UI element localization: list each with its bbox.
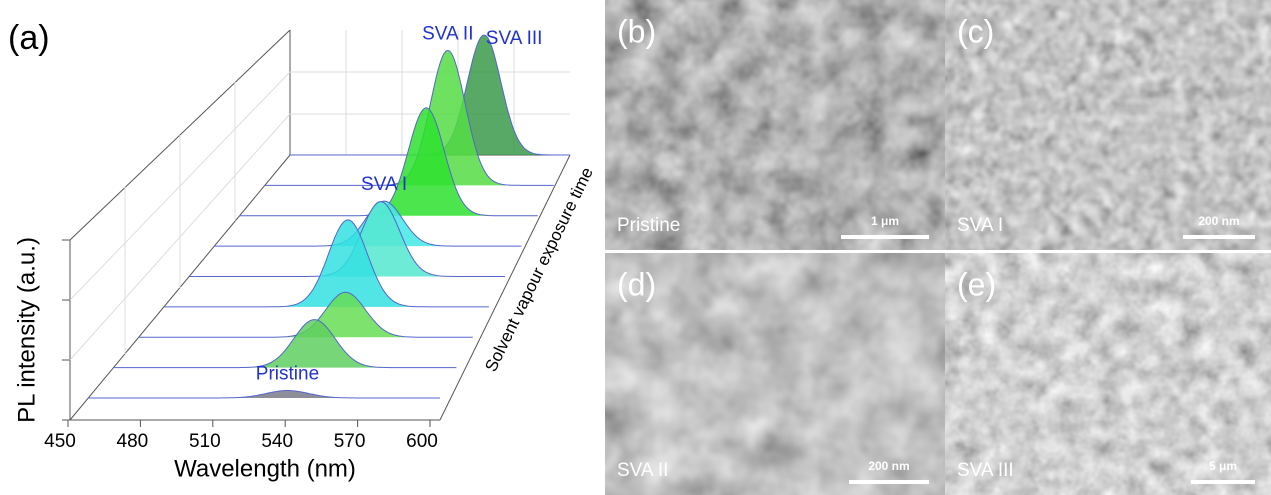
x-tick-label: 450 bbox=[44, 431, 76, 452]
panel-label: (d) bbox=[617, 266, 656, 302]
baseline bbox=[214, 200, 522, 247]
panel-label: (e) bbox=[957, 266, 996, 302]
sem-image bbox=[605, 0, 945, 250]
baseline bbox=[163, 219, 490, 308]
panel-label: (a) bbox=[8, 19, 50, 57]
x-tick-label: 480 bbox=[117, 431, 149, 452]
z-axis-label: Solvent vapour exposure time bbox=[481, 164, 597, 374]
series-label: SVA I bbox=[361, 174, 407, 195]
scale-bar-label: 200 nm bbox=[1198, 214, 1239, 228]
panel-label: (c) bbox=[957, 13, 994, 49]
y-axis-label: PL intensity (a.u.) bbox=[13, 237, 40, 423]
series-label: SVA III bbox=[486, 28, 543, 49]
sem-image bbox=[605, 253, 945, 495]
sem-image bbox=[945, 253, 1271, 495]
panel-caption: SVA II bbox=[617, 460, 668, 481]
scale-bar-label: 5 μm bbox=[1209, 459, 1237, 473]
scale-bar bbox=[1191, 480, 1255, 484]
scale-bar-label: 1 μm bbox=[871, 214, 899, 228]
panel-caption: SVA III bbox=[957, 460, 1014, 481]
panel-caption: Pristine bbox=[617, 215, 680, 236]
scale-bar bbox=[1183, 235, 1255, 239]
scale-bar-label: 200 nm bbox=[868, 459, 909, 473]
scale-bar bbox=[849, 480, 929, 484]
panel-label: (b) bbox=[617, 13, 656, 49]
panel-caption: SVA I bbox=[957, 215, 1003, 236]
x-tick-label: 510 bbox=[189, 431, 221, 452]
scale-bar bbox=[841, 235, 929, 239]
series-label: SVA II bbox=[422, 23, 473, 44]
x-tick-label: 540 bbox=[261, 431, 293, 452]
baseline bbox=[113, 319, 457, 369]
spectrum bbox=[290, 35, 570, 155]
spectrum bbox=[163, 219, 489, 307]
x-tick-label: 570 bbox=[334, 431, 366, 452]
spectrum bbox=[113, 319, 457, 368]
x-axis-label: Wavelength (nm) bbox=[174, 455, 356, 482]
sem-image bbox=[945, 0, 1271, 250]
series-label: Pristine bbox=[256, 364, 319, 385]
x-tick-label: 600 bbox=[406, 431, 438, 452]
baseline bbox=[88, 390, 440, 399]
